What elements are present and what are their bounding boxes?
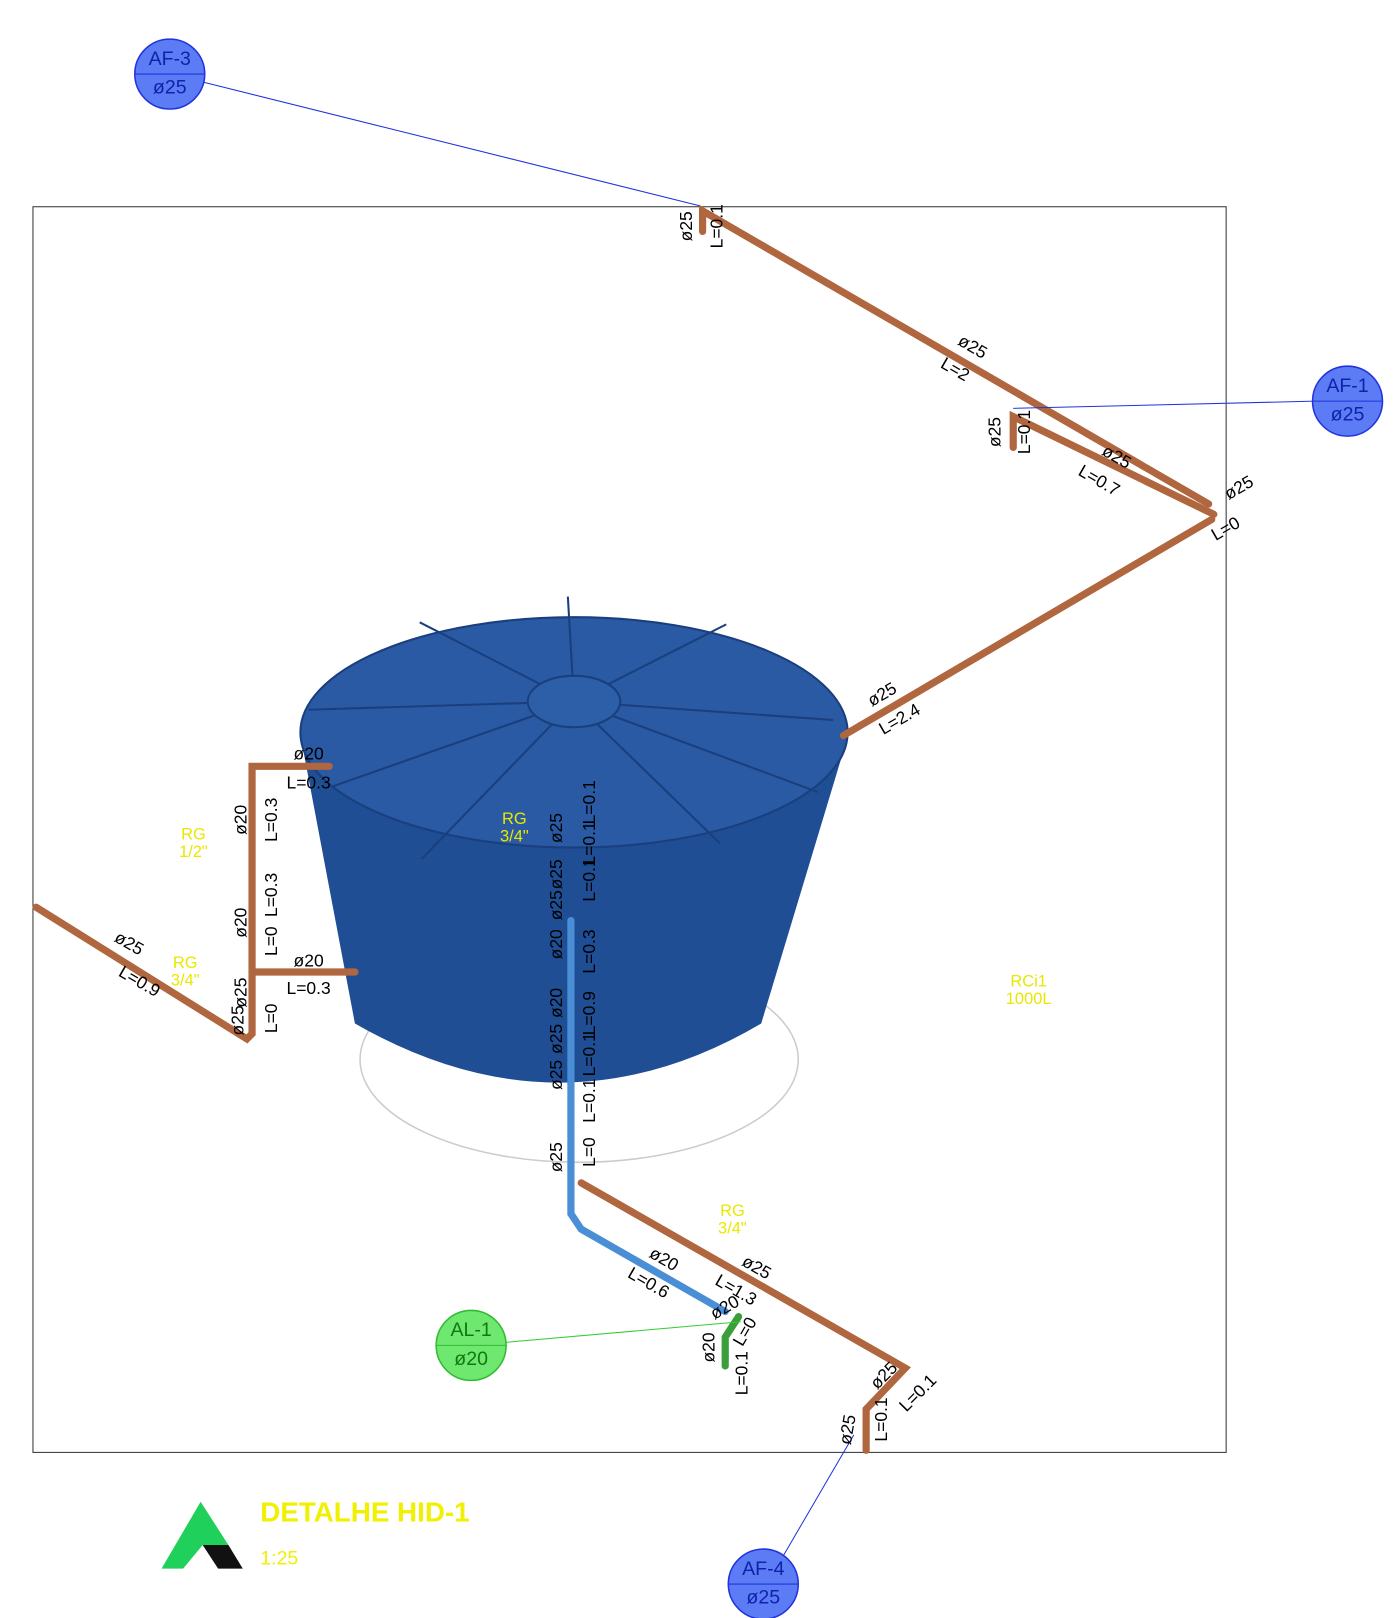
pipe-label: ø25 [676,211,696,241]
pipe-label: ø20 [546,929,566,959]
pipe-label: L=0.9 [579,991,599,1035]
fitting-size: 1000L [1006,990,1052,1008]
pipe-label: ø20 [230,907,250,937]
pipe-label: ø20 [294,744,324,764]
tag-name: AF-1 [1326,375,1368,397]
fitting-type: RG [173,954,198,972]
pipe-label: L=0 [261,1003,281,1033]
pipe-label: ø25 [546,1024,566,1054]
tag-diameter: ø25 [153,77,187,99]
pipe-label: L=0.3 [287,978,331,998]
pipe-label: ø20 [230,804,250,834]
leaders [203,81,1315,1559]
pipe-label: L=0.1 [579,857,599,901]
tag-diameter: ø20 [454,1348,488,1370]
pipe-label: L=0.9 [115,961,163,1000]
fitting-type: RG [502,810,527,828]
pipe-label: ø25 [546,1060,566,1090]
fitting-type: RG [720,1202,745,1220]
pipe-label: L=0.1 [579,1079,599,1123]
pipe-label: ø25 [230,978,250,1008]
pipe-label: L=0.1 [1014,410,1034,454]
fitting-size: 3/4" [500,828,529,846]
pipe-label: ø25 [835,1413,860,1446]
tag-diameter: ø25 [746,1587,780,1609]
pipe-label: ø20 [294,950,324,970]
pipe-label: L=0.3 [287,772,331,792]
tag-name: AF-4 [742,1558,784,1580]
fitting-size: 3/4" [171,972,200,990]
lid-hub [526,674,622,729]
pipe-label: L=0.1 [871,1397,891,1441]
pipe-label: ø25 [984,417,1004,447]
tag-name: AL-1 [451,1319,492,1341]
pipe-label: ø25 [546,813,566,843]
fitting-size: 1/2" [179,843,208,861]
detail-title: DETALHE HID-1 [260,1496,469,1527]
pipe-label: L=0 [579,1137,599,1167]
pipe-label: L=0 [261,926,281,956]
logo-green [161,1501,229,1569]
pipe-label: L=0.3 [579,929,599,973]
pipe-label: ø20 [546,988,566,1018]
pipe-label: L=0.3 [261,873,281,917]
pipe-label: L=2 [937,353,973,385]
pipe-label: ø25 [546,890,566,920]
fitting-type: RG [181,826,206,844]
pipe-label: L=0.1 [579,821,599,865]
pipes [32,204,1218,1454]
pipe-label: L=0.1 [579,1032,599,1076]
detail-scale: 1:25 [260,1548,298,1570]
pipe-label: L=0.1 [579,780,599,824]
pipe-label: ø25 [546,859,566,889]
pipe-label: L=0.3 [261,798,281,842]
tank-lid [299,616,849,849]
fitting-size: 3/4" [718,1220,747,1238]
tag-name: AF-3 [149,48,191,70]
tag-diameter: ø25 [1331,404,1365,426]
pipe-label: L=0.1 [707,204,727,248]
pipe-label: ø25 [546,1142,566,1172]
pipe-label: ø20 [698,1332,718,1362]
viewport-frame [32,206,1227,1453]
fitting-type: RCi1 [1010,973,1047,991]
pipe-label: L=0.1 [731,1351,751,1395]
pipe-label: ø25 [227,1005,247,1035]
logo-black [202,1544,243,1569]
